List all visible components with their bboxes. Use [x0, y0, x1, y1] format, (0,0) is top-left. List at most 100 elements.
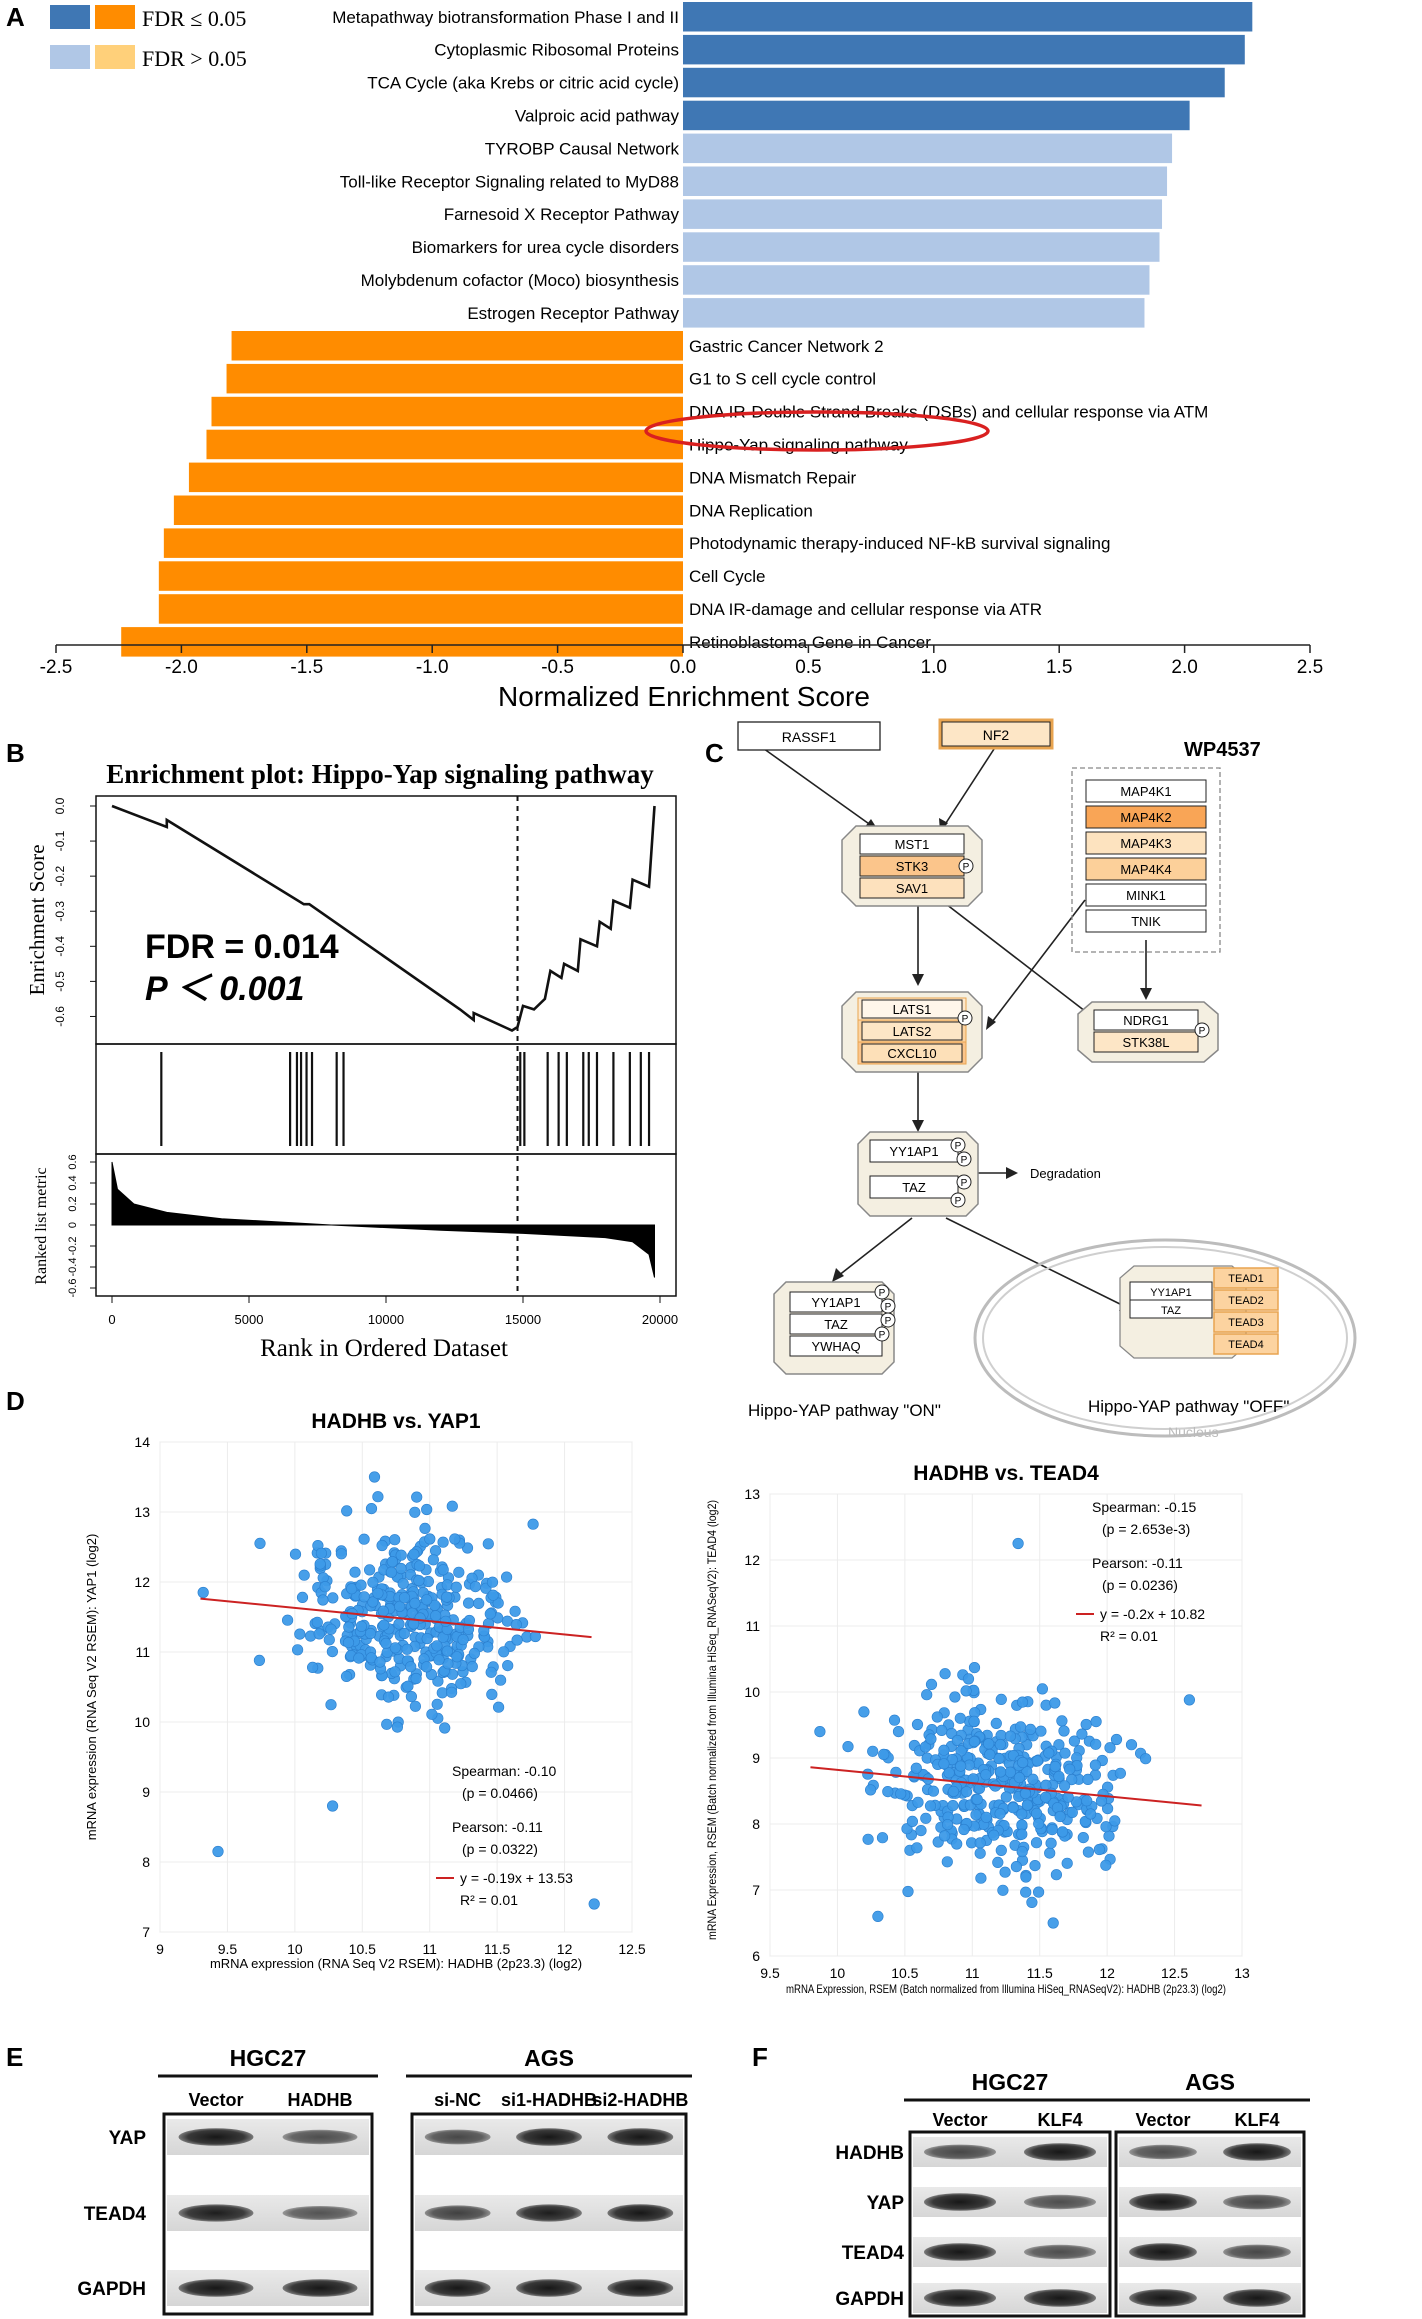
point-326 [282, 1614, 294, 1626]
point-341 [358, 1591, 370, 1603]
western-blot-f: HGC27 AGS Vector KLF4 Vector KLF4 HADHB YAP TEAD… [835, 2069, 1310, 2318]
stat-pearson: Pearson: -0.11 [452, 1819, 543, 1835]
ytick-label-5: 11 [745, 1618, 760, 1634]
stat-r2: R² = 0.01 [460, 1892, 518, 1908]
point-117 [376, 1539, 388, 1552]
point-383 [1031, 1755, 1043, 1767]
lane-label: Vector [188, 2090, 243, 2110]
scatter-title: HADHB vs. YAP1 [311, 1410, 481, 1433]
point-301 [1050, 1869, 1062, 1881]
panel-c: C WP4537 RASSF1 [705, 718, 1357, 1440]
point-348 [342, 1636, 355, 1649]
point-408 [1027, 1773, 1039, 1785]
point-161 [1056, 1826, 1069, 1838]
point-356 [421, 1594, 433, 1606]
bar-label-9: Estrogen Receptor Pathway [467, 304, 679, 323]
point-376 [988, 1829, 1000, 1841]
x-tick-label-a-0: -2.5 [40, 657, 73, 678]
blot-row-label: TEAD4 [84, 2204, 147, 2225]
bar-18 [158, 594, 683, 624]
point-215 [367, 1596, 379, 1608]
plot-area [159, 1441, 633, 1933]
phospho-a4: P [955, 1196, 962, 1207]
bar-chart-a: Metapathway biotransformation Phase I an… [121, 2, 1253, 657]
point-378 [355, 1620, 368, 1632]
x-tick-label-a-6: 0.5 [795, 657, 821, 678]
point-388 [1020, 1871, 1032, 1883]
band [282, 2129, 358, 2145]
point-380 [994, 1738, 1007, 1751]
blot-row-label: GAPDH [835, 2289, 904, 2310]
point-272 [393, 1618, 405, 1630]
bar-label-3: Valproic acid pathway [515, 106, 680, 125]
band [1129, 2289, 1197, 2307]
xtick-label-6: 12.5 [1161, 1965, 1188, 1981]
xtick-label-2: 10 [287, 1941, 303, 1957]
bar-4 [683, 133, 1173, 164]
metric-area [111, 1161, 655, 1278]
point-344 [413, 1560, 426, 1572]
phospho-a3: P [961, 1178, 968, 1189]
point-372 [343, 1621, 355, 1633]
point-212 [1109, 1815, 1121, 1827]
point-256 [911, 1842, 923, 1854]
stat-pearson_p: (p = 0.0236) [1102, 1577, 1178, 1593]
point-423 [1047, 1917, 1059, 1929]
point-18 [421, 1503, 433, 1516]
point-44 [995, 1844, 1007, 1856]
rank-xtick-label-4: 20000 [642, 1312, 678, 1327]
es-ytick-label-2: -0.2 [53, 865, 67, 886]
point-283 [395, 1562, 407, 1575]
blot-row-label: HADHB [835, 2143, 904, 2164]
point-342 [919, 1741, 932, 1753]
panel-label-c: C [705, 738, 724, 768]
point-355 [419, 1522, 431, 1534]
point-296 [931, 1711, 943, 1723]
bar-8 [683, 265, 1150, 295]
scatter-tead4: 9.5 10 10.5 11 11.5 12 12.5 13 6 7 8 9 10 11 12 13 HADHB… [705, 1462, 1250, 1996]
point-361 [408, 1548, 420, 1560]
point-312 [960, 1685, 972, 1697]
band [1129, 2243, 1197, 2261]
phospho-lats-label: P [962, 1014, 969, 1025]
rank-xtick-label-3: 15000 [505, 1312, 541, 1327]
point-375 [408, 1618, 420, 1630]
node-map4k-1 [1085, 805, 1207, 829]
node-lats2-label: LATS2 [893, 1024, 932, 1039]
point-359 [1090, 1738, 1102, 1750]
ytick-label-7: 14 [134, 1434, 150, 1450]
metric-ytick-label-4: -0.2 [67, 1237, 79, 1256]
point-317 [1104, 1742, 1116, 1754]
point-21 [405, 1690, 418, 1703]
stat-equation: y = -0.2x + 10.82 [1100, 1606, 1205, 1622]
point-368 [1110, 1733, 1123, 1746]
fit-line [200, 1597, 592, 1639]
point-91 [858, 1706, 870, 1718]
point-387 [1007, 1802, 1019, 1814]
point-360 [955, 1745, 967, 1757]
point-56 [296, 1591, 309, 1603]
node-map4k-label-0: MAP4K1 [1120, 784, 1171, 799]
point-41 [495, 1674, 507, 1686]
point-129 [473, 1597, 485, 1609]
band [607, 2204, 674, 2222]
node-sav1-label: SAV1 [896, 881, 928, 896]
lane-label: si2-HADHB [592, 2090, 688, 2110]
point-296 [487, 1589, 499, 1601]
es-ytick-label-5: -0.5 [53, 971, 67, 992]
point-351 [498, 1646, 510, 1658]
fdr-text: FDR = 0.014 [145, 928, 339, 966]
xtick-label-5: 11.5 [484, 1941, 510, 1957]
stat-r2: R² = 0.01 [1100, 1628, 1158, 1644]
point-238 [1020, 1886, 1032, 1898]
ytick-label-6: 12 [744, 1552, 760, 1568]
node-tead-label-0: TEAD1 [1228, 1273, 1263, 1285]
point-279 [457, 1633, 469, 1646]
point-244 [340, 1670, 353, 1682]
metric-ytick-label-2: 0.2 [67, 1196, 79, 1211]
point-122 [1082, 1846, 1094, 1858]
point-79 [1030, 1837, 1043, 1849]
point-332 [967, 1773, 979, 1785]
point-143 [962, 1673, 975, 1685]
point-258 [254, 1537, 266, 1549]
